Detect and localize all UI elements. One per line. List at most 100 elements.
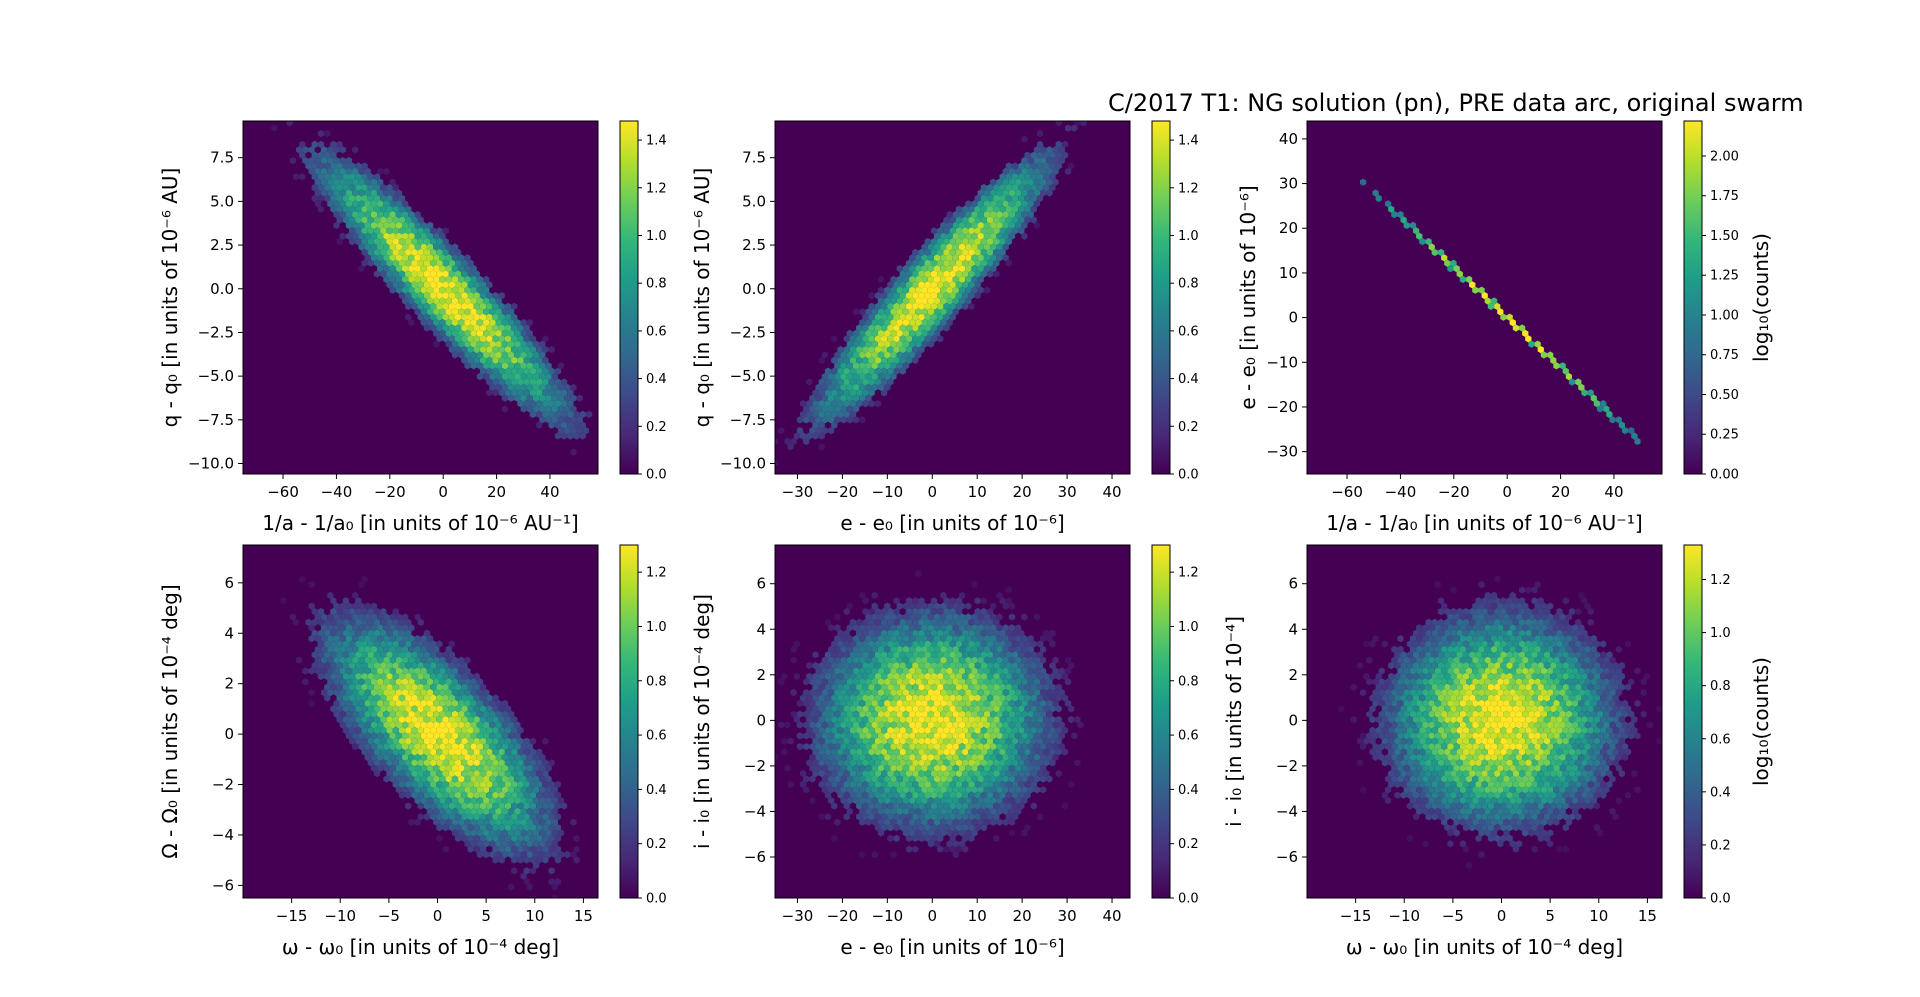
hex-cell [965,265,972,273]
hex-cell [871,308,878,316]
hex-cell [1593,640,1601,648]
hex-cell [299,140,306,148]
hex-cell [955,672,963,680]
hex-cell [887,367,894,375]
colorbar-tick-label: 0.6 [1178,729,1199,744]
hex-cell [868,640,875,648]
hex-cell [1559,667,1566,675]
hex-cell [930,662,938,670]
hex-cell [470,797,477,805]
hex-cell [498,367,505,375]
hex-cell [862,618,869,626]
hex-cell [990,753,997,761]
hex-cell [837,726,844,734]
y-tick-label: −2.5 [730,323,766,341]
hex-cell [517,324,524,332]
hex-cell [352,699,359,707]
hex-cell [862,367,869,375]
hex-cell [918,313,925,321]
hex-cell [464,329,471,337]
hex-cell [812,726,819,734]
hex-cell [921,678,928,686]
hex-cell [345,189,353,197]
hex-cell [899,802,906,810]
hex-cell [473,726,480,734]
hex-cell [451,753,459,761]
hex-cell [977,613,984,621]
hex-cell [352,613,359,621]
hex-cell [877,786,885,794]
hex-cell [405,302,412,310]
hex-cell [302,146,309,154]
hex-cell [912,770,919,778]
hex-cell [915,570,922,578]
hex-cell [859,732,866,740]
hex-cell [999,705,1006,713]
hex-cell [1002,678,1009,686]
hex-cell [361,184,368,192]
hex-cell [402,753,409,761]
hex-cell [1002,189,1009,197]
hex-cell [1011,651,1019,659]
hex-cell [439,667,446,675]
hex-cell [775,753,779,761]
hex-cell [455,270,462,278]
hex-cell [927,329,934,337]
hex-cell [930,737,938,745]
hex-cell [1015,807,1022,815]
hex-cell [837,640,844,648]
hex-cell [940,775,947,783]
hex-cell [1606,672,1613,680]
hex-cell [511,813,518,821]
hex-cell [1052,656,1059,664]
hex-cell [433,721,440,729]
hex-cell [339,211,346,219]
hex-cell [1005,791,1012,799]
hex-cell [1384,678,1392,686]
hex-cell [890,851,897,859]
hex-cell [852,416,860,424]
hex-cell [1547,656,1554,664]
hex-cell [380,672,387,680]
hex-cell [373,259,381,267]
hex-cell [370,189,378,197]
hex-cell [958,275,966,283]
hex-cell [937,629,944,637]
hex-cell [1537,640,1544,648]
hex-cell [840,416,847,424]
hex-cell [442,259,449,267]
hex-cell [958,753,966,761]
hex-cell [420,319,427,327]
hex-cell [1005,705,1012,713]
hex-cell [352,200,359,208]
hex-cell [311,173,318,181]
hex-cell [358,211,365,219]
hex-cell [980,737,987,745]
hex-cell [433,656,440,664]
hex-cell [1021,797,1028,805]
hex-cell [934,818,941,826]
hex-cell [514,362,521,370]
hex-cell [924,618,931,626]
hex-cell [380,629,387,637]
hex-cell [887,780,894,788]
hex-cell [1043,151,1050,159]
hex-cell [536,780,543,788]
hex-cell [442,845,449,853]
hex-cell [339,721,346,729]
hex-cell [352,689,359,697]
hex-cell [536,791,543,799]
hex-cell [887,802,894,810]
hex-cell [355,618,362,626]
y-tick-label: −7.5 [198,411,234,429]
hex-cell [799,694,807,702]
hex-cell [389,232,396,240]
hex-cell [890,286,897,294]
hex-cell [987,726,994,734]
hex-cell [818,662,825,670]
hex-cell [1024,194,1031,202]
hex-cell [949,845,956,853]
hex-cell [893,662,900,670]
hex-cell [977,753,984,761]
